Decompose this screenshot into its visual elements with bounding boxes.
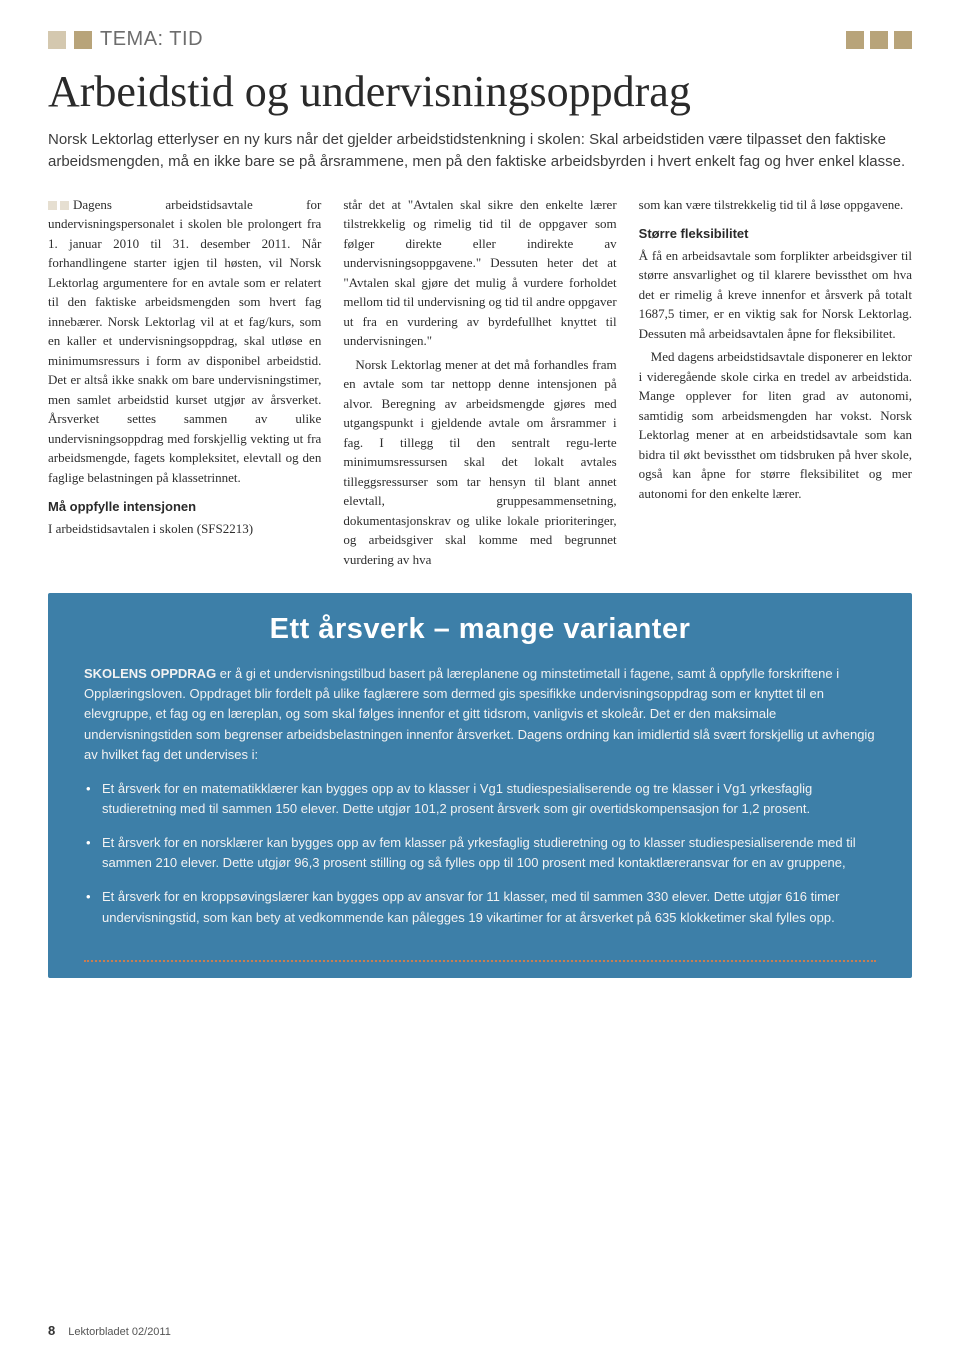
- info-box-bullets: Et årsverk for en matematikklærer kan by…: [84, 779, 876, 928]
- body-paragraph: Med dagens arbeidstidsavtale disponerer …: [639, 347, 912, 503]
- page-container: TEMA: TID Arbeidstid og undervisningsopp…: [0, 0, 960, 998]
- column-3: som kan være tilstrekkelig tid til å løs…: [639, 195, 912, 574]
- info-box-body: SKOLENS OPPDRAG er å gi et undervisnings…: [84, 664, 876, 928]
- article-columns: Dagens arbeidstidsavtale for undervisnin…: [48, 195, 912, 574]
- body-paragraph: står det at "Avtalen skal sikre den enke…: [343, 195, 616, 351]
- column-1: Dagens arbeidstidsavtale for undervisnin…: [48, 195, 321, 574]
- article-intro: Norsk Lektorlag etterlyser en ny kurs nå…: [48, 129, 912, 173]
- body-paragraph: I arbeidstidsavtalen i skolen (SFS2213): [48, 519, 321, 539]
- list-item: Et årsverk for en kroppsøvingslærer kan …: [84, 887, 876, 927]
- decor-square-icon: [60, 201, 69, 210]
- subheading: Større fleksibilitet: [639, 224, 912, 244]
- header-left: TEMA: TID: [48, 28, 203, 51]
- list-item: Et årsverk for en norsklærer kan bygges …: [84, 833, 876, 873]
- decor-square-icon: [894, 31, 912, 49]
- info-box: Ett årsverk – mange varianter SKOLENS OP…: [48, 593, 912, 978]
- inline-square-decor: [48, 201, 69, 210]
- column-2: står det at "Avtalen skal sikre den enke…: [343, 195, 616, 574]
- header-right: [846, 31, 912, 49]
- info-box-lead: SKOLENS OPPDRAG er å gi et undervisnings…: [84, 664, 876, 765]
- decor-square-icon: [48, 201, 57, 210]
- list-item: Et årsverk for en matematikklærer kan by…: [84, 779, 876, 819]
- decor-square-icon: [870, 31, 888, 49]
- publication-label: Lektorbladet 02/2011: [68, 1326, 171, 1338]
- body-text: Dagens arbeidstidsavtale for undervisnin…: [48, 197, 321, 485]
- body-paragraph: som kan være tilstrekkelig tid til å løs…: [639, 195, 912, 215]
- section-header: TEMA: TID: [48, 28, 912, 51]
- page-number: 8: [48, 1323, 55, 1338]
- body-paragraph: Å få en arbeidsavtale som forplikter arb…: [639, 246, 912, 344]
- subheading: Må oppfylle intensjonen: [48, 497, 321, 517]
- decor-square-icon: [48, 31, 66, 49]
- body-paragraph: Dagens arbeidstidsavtale for undervisnin…: [48, 195, 321, 488]
- article-title: Arbeidstid og undervisningsoppdrag: [48, 69, 912, 115]
- lead-bold-label: SKOLENS OPPDRAG: [84, 666, 216, 681]
- decor-square-icon: [74, 31, 92, 49]
- body-paragraph: Norsk Lektorlag mener at det må forhandl…: [343, 355, 616, 570]
- section-label: TEMA: TID: [100, 28, 203, 51]
- dotted-divider: [84, 960, 876, 962]
- decor-square-icon: [846, 31, 864, 49]
- page-footer: 8 Lektorbladet 02/2011: [48, 1323, 171, 1338]
- info-box-title: Ett årsverk – mange varianter: [84, 613, 876, 646]
